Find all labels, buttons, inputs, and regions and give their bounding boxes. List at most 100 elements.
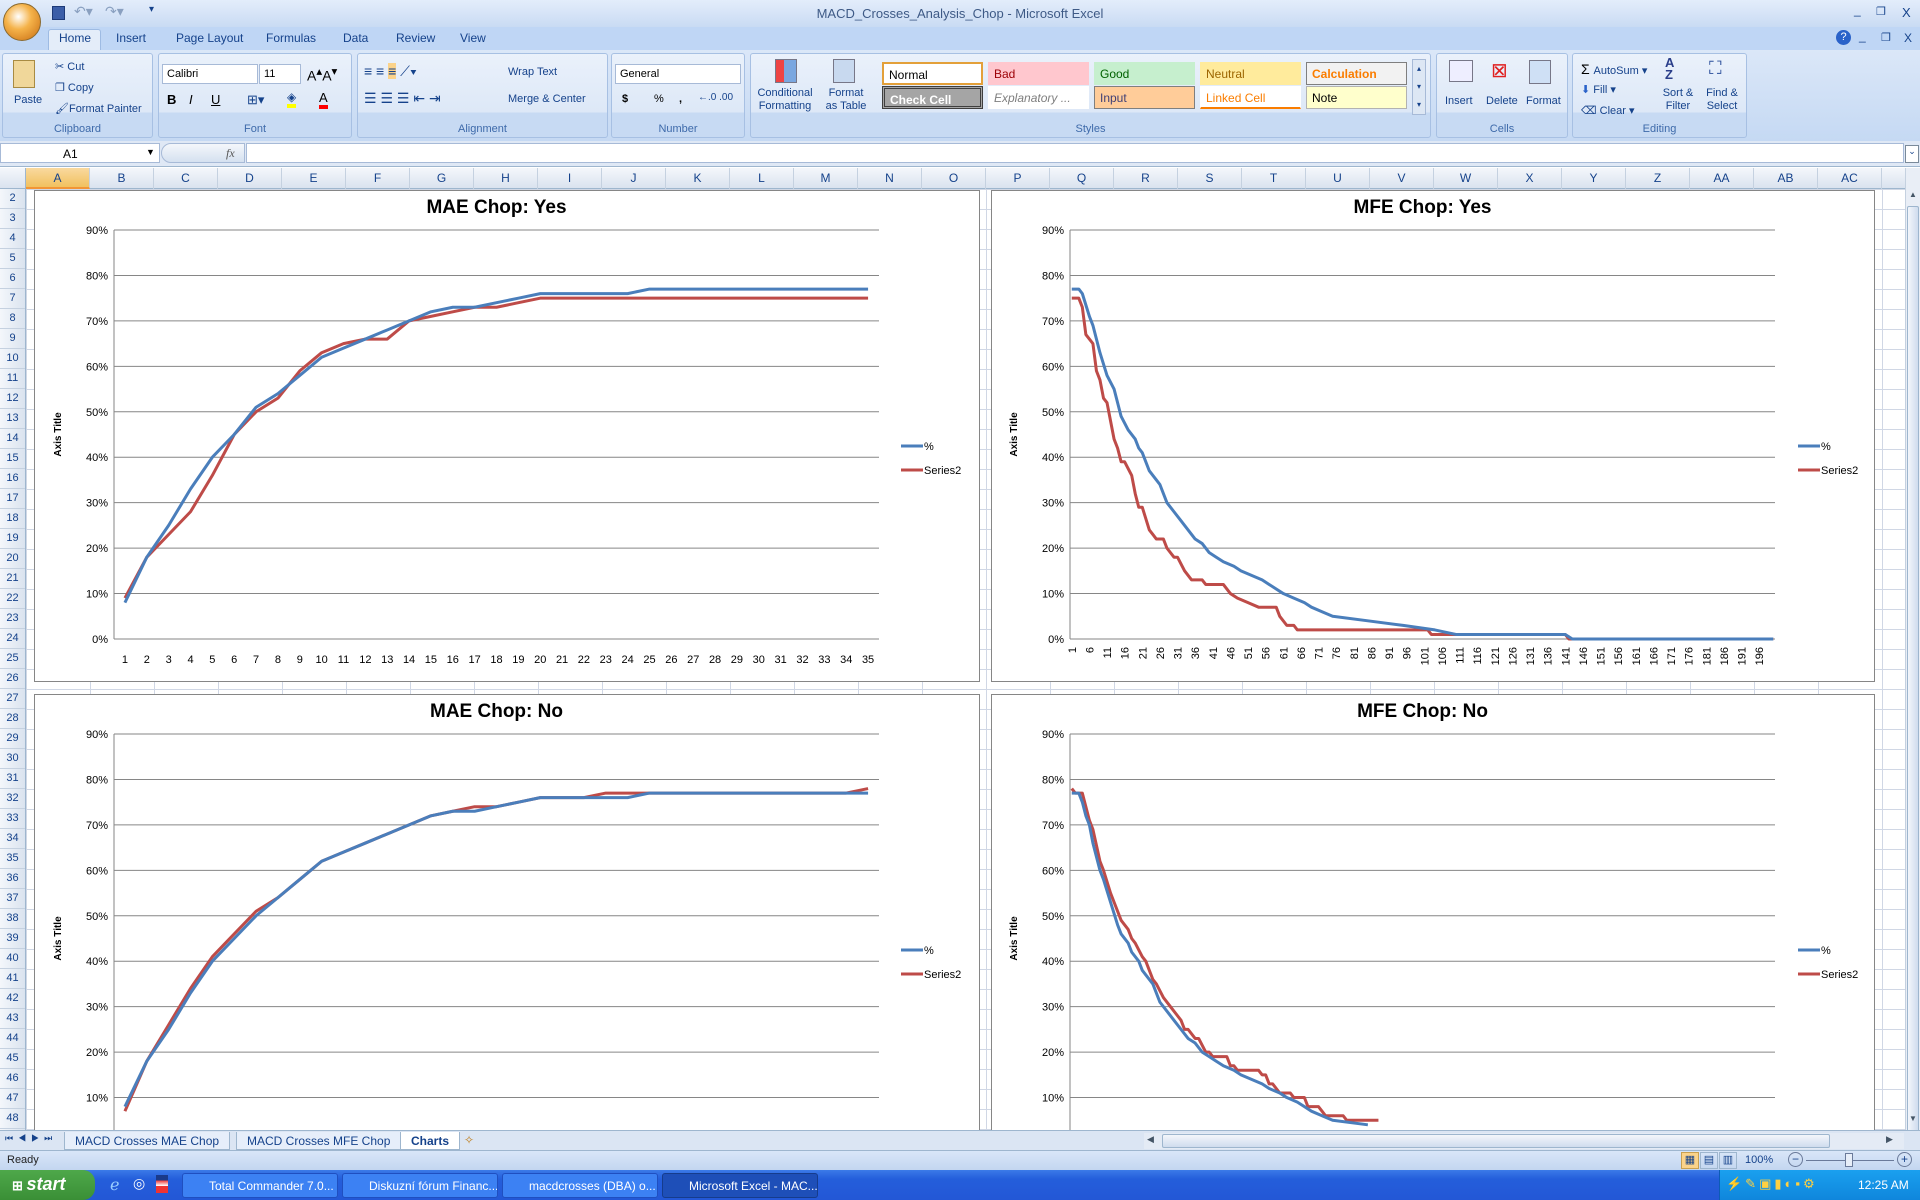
sheet-nav-buttons[interactable]: ⏮◀▶⏭ [5, 1133, 58, 1143]
number-format-select[interactable]: General [615, 64, 741, 84]
row-header[interactable]: 14 [0, 429, 25, 449]
row-header[interactable]: 26 [0, 669, 25, 689]
fill-button[interactable]: ⬇ Fill ▾ [1581, 84, 1616, 96]
worksheet-grid[interactable]: MAE Chop: Yes Axis Title 0% 10% 20% 30% 40% 50%… [26, 189, 1905, 1130]
column-header[interactable]: I [538, 168, 602, 189]
quick-launch-tc-icon[interactable] [156, 1175, 168, 1193]
row-header[interactable]: 33 [0, 809, 25, 829]
quick-launch-ie-icon[interactable]: ℯ [110, 1177, 120, 1194]
cell-style-linked-cell[interactable]: Linked Cell [1200, 86, 1301, 109]
row-header[interactable]: 29 [0, 729, 25, 749]
row-header[interactable]: 37 [0, 889, 25, 909]
tab-insert[interactable]: Insert [116, 31, 147, 45]
row-header[interactable]: 18 [0, 509, 25, 529]
name-box[interactable]: A1 ▼ [0, 143, 160, 163]
font-name-select[interactable]: Calibri [162, 64, 258, 84]
percent-button[interactable]: % [654, 93, 664, 105]
row-header[interactable]: 7 [0, 289, 25, 309]
column-header[interactable]: C [154, 168, 218, 189]
row-header[interactable]: 3 [0, 209, 25, 229]
cell-style-neutral[interactable]: Neutral [1200, 62, 1301, 85]
column-header[interactable]: Q [1050, 168, 1114, 189]
scroll-up-button[interactable]: ▲ [1909, 190, 1917, 199]
column-header[interactable]: AC [1818, 168, 1882, 189]
zoom-level[interactable]: 100% [1745, 1154, 1774, 1166]
row-header[interactable]: 8 [0, 309, 25, 329]
row-header[interactable]: 4 [0, 229, 25, 249]
quick-launch-app-icon[interactable]: ◎ [133, 1175, 146, 1191]
row-header[interactable]: 15 [0, 449, 25, 469]
row-header[interactable]: 17 [0, 489, 25, 509]
clear-button[interactable]: ⌫ Clear ▾ [1581, 105, 1635, 117]
currency-button[interactable]: $ [622, 93, 629, 105]
format-cells-button[interactable]: Format [1526, 95, 1561, 107]
redo-icon[interactable]: ↷▾ [105, 3, 124, 19]
row-header[interactable]: 5 [0, 249, 25, 269]
zoom-slider-thumb[interactable] [1845, 1153, 1853, 1167]
page-break-view-button[interactable]: ▥ [1719, 1152, 1737, 1169]
find-select-button[interactable]: Find & Select [1706, 87, 1738, 112]
row-header[interactable]: 23 [0, 609, 25, 629]
close-button[interactable]: X [1902, 5, 1911, 20]
copy-button[interactable]: ❐ Copy [55, 82, 94, 94]
row-header[interactable]: 34 [0, 829, 25, 849]
insert-cells-button[interactable]: Insert [1445, 95, 1473, 107]
row-header[interactable]: 27 [0, 689, 25, 709]
taskbar-item[interactable]: Total Commander 7.0... [182, 1173, 338, 1198]
tab-formulas[interactable]: Formulas [266, 31, 317, 45]
column-header[interactable]: N [858, 168, 922, 189]
underline-button[interactable]: U [211, 92, 221, 107]
column-header[interactable]: J [602, 168, 666, 189]
row-header[interactable]: 19 [0, 529, 25, 549]
zoom-out-button[interactable]: − [1788, 1152, 1803, 1167]
column-header[interactable]: AB [1754, 168, 1818, 189]
page-layout-view-button[interactable]: ▤ [1700, 1152, 1718, 1169]
row-header[interactable]: 16 [0, 469, 25, 489]
row-header[interactable]: 30 [0, 749, 25, 769]
column-header[interactable]: V [1370, 168, 1434, 189]
undo-icon[interactable]: ↶▾ [74, 3, 93, 19]
expand-formula-bar-button[interactable]: ⌄ [1905, 145, 1919, 163]
row-header[interactable]: 44 [0, 1029, 25, 1049]
column-header[interactable]: M [794, 168, 858, 189]
formula-input[interactable] [246, 143, 1904, 163]
horizontal-scrollbar[interactable]: ◀ ▶ [1144, 1133, 1904, 1149]
start-button[interactable]: ⊞ start [0, 1170, 95, 1200]
cell-style-note[interactable]: Note [1306, 86, 1407, 109]
column-header[interactable]: U [1306, 168, 1370, 189]
column-header[interactable]: L [730, 168, 794, 189]
row-header[interactable]: 41 [0, 969, 25, 989]
fill-color-button[interactable]: ◈ [287, 90, 297, 108]
delete-cells-button[interactable]: Delete [1486, 95, 1518, 107]
wrap-text-button[interactable]: Wrap Text [508, 66, 558, 78]
comma-button[interactable]: , [679, 93, 683, 105]
column-header[interactable]: X [1498, 168, 1562, 189]
row-header[interactable]: 45 [0, 1049, 25, 1069]
gallery-scroll[interactable]: ▴ ▾ ▾ [1412, 59, 1426, 115]
save-icon[interactable] [52, 6, 65, 20]
sheet-tab[interactable]: MACD Crosses MAE Chop [64, 1132, 231, 1150]
format-painter-button[interactable]: 🖌Format Painter [55, 103, 142, 115]
column-header[interactable]: R [1114, 168, 1178, 189]
tab-view[interactable]: View [460, 31, 486, 45]
column-header[interactable]: O [922, 168, 986, 189]
row-header[interactable]: 42 [0, 989, 25, 1009]
column-header[interactable]: F [346, 168, 410, 189]
merge-center-button[interactable]: Merge & Center [508, 93, 586, 105]
row-header[interactable]: 47 [0, 1089, 25, 1109]
row-header[interactable]: 31 [0, 769, 25, 789]
doc-restore-button[interactable]: ❐ [1881, 32, 1891, 44]
row-header[interactable]: 2 [0, 189, 25, 209]
chart-mfe-chop-yes[interactable]: MFE Chop: Yes Axis Title 0% 10% 20% 30% 40% 50%… [991, 190, 1875, 682]
insert-sheet-icon[interactable]: ✧ [464, 1133, 475, 1147]
tray-icons[interactable]: ⚡✎▣▮◐▪⚙ [1726, 1176, 1818, 1191]
cell-style-normal[interactable]: Normal [882, 62, 983, 85]
tab-review[interactable]: Review [396, 31, 436, 45]
row-header[interactable]: 35 [0, 849, 25, 869]
align-top-button[interactable]: ≡ ≡ ≡ ⟋▾ [364, 63, 417, 79]
row-header[interactable]: 11 [0, 369, 25, 389]
column-header[interactable]: B [90, 168, 154, 189]
align-left-button[interactable]: ☰ ☰ ☰ ⇤ ⇥ [364, 90, 441, 106]
row-header[interactable]: 9 [0, 329, 25, 349]
